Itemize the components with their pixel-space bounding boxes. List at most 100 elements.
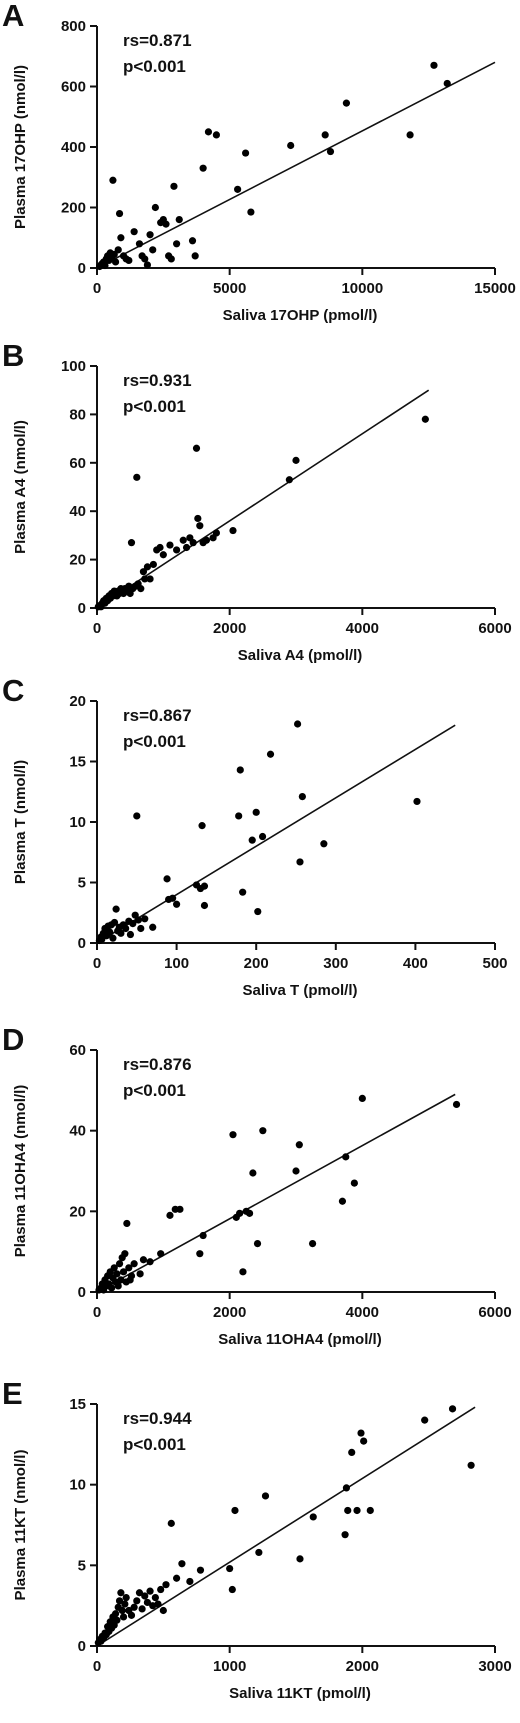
x-tick-label: 4000 (346, 1304, 379, 1321)
data-point (143, 563, 152, 571)
data-point (406, 131, 414, 139)
scatter-plot: 0 200 400 600 800 0 5000 10000 15000 Saliva 17OHP… (12, 18, 516, 324)
data-point (110, 1264, 118, 1272)
data-point (189, 539, 197, 547)
data-point (247, 208, 255, 216)
p-value-label: p<0.001 (123, 1435, 186, 1454)
y-tick-label: 0 (78, 1638, 86, 1655)
panel-c: C 0 5 10 15 20 0 100 200 300 400 500 Saliva T (pmol/… (0, 673, 520, 1005)
regression-line (96, 1093, 456, 1293)
data-point (448, 1405, 457, 1413)
x-axis-label: Saliva 11KT (pmol/l) (229, 1685, 371, 1702)
data-point (127, 1272, 136, 1280)
p-value-label: p<0.001 (123, 1081, 186, 1100)
data-point (167, 255, 175, 263)
data-point (309, 1513, 317, 1521)
data-point (109, 934, 117, 942)
y-tick-label: 0 (78, 935, 86, 952)
data-point (188, 237, 197, 245)
data-point (443, 79, 451, 88)
data-point (113, 1270, 121, 1278)
x-tick-label: 4000 (346, 620, 379, 637)
data-point (122, 924, 130, 933)
data-point (113, 1616, 121, 1624)
data-point (114, 246, 122, 254)
data-point (151, 1594, 159, 1602)
data-point (249, 1169, 257, 1177)
y-tick-label: 0 (78, 600, 86, 617)
y-tick-label: 10 (69, 1477, 86, 1494)
data-point (173, 240, 181, 248)
data-point (157, 1250, 165, 1258)
y-tick-label: 40 (69, 503, 86, 520)
y-tick-label: 20 (69, 693, 86, 710)
data-point (253, 1240, 262, 1248)
data-point (254, 907, 262, 916)
data-point (236, 766, 244, 774)
y-tick-label: 15 (69, 1396, 86, 1413)
data-point (344, 1506, 352, 1515)
y-tick-label: 10 (69, 814, 86, 831)
data-point (285, 476, 293, 484)
data-point (252, 808, 260, 816)
data-point (342, 1484, 351, 1492)
x-axis-label: Saliva 17OHP (pmol/l) (223, 307, 378, 324)
data-point (199, 1231, 207, 1240)
panel-letter: B (2, 338, 25, 373)
x-tick-label: 10000 (341, 280, 383, 297)
regression-line (96, 724, 456, 944)
correlation-label: rs=0.876 (123, 1055, 192, 1074)
data-point (173, 900, 181, 908)
data-point (228, 1585, 236, 1594)
data-point (117, 929, 125, 937)
data-point (141, 575, 149, 583)
data-point (138, 1605, 146, 1613)
x-tick-label: 6000 (478, 1304, 511, 1321)
data-point (296, 858, 304, 866)
data-point (117, 234, 125, 242)
p-value-label: p<0.001 (123, 732, 186, 751)
data-point (118, 1606, 126, 1615)
data-point (295, 1141, 303, 1149)
data-point (135, 1589, 144, 1597)
data-point (136, 1270, 144, 1278)
data-point (141, 915, 149, 923)
data-point (199, 164, 207, 172)
data-point (259, 1127, 267, 1135)
data-point (146, 1587, 154, 1595)
panel-b: B 0 20 40 60 80 100 0 2000 4000 6000 Saliva A4 (pmo… (0, 338, 520, 670)
x-tick-label: 6000 (478, 620, 511, 637)
regression-line (96, 389, 430, 609)
data-point (134, 916, 142, 924)
x-tick-label: 2000 (213, 620, 246, 637)
x-tick-label: 0 (93, 620, 101, 637)
data-point (248, 836, 256, 844)
x-tick-label: 1000 (213, 1658, 246, 1675)
data-point (166, 541, 174, 549)
data-point (176, 1205, 184, 1213)
data-point (156, 543, 164, 552)
y-tick-label: 20 (69, 1203, 86, 1220)
data-point (293, 720, 302, 728)
data-point (166, 1211, 174, 1219)
panel-a: A 0 200 400 600 800 0 5000 10000 15000 Saliva 17OH… (0, 0, 520, 330)
x-tick-label: 2000 (346, 1658, 379, 1675)
data-point (357, 1429, 365, 1437)
data-point (139, 1256, 148, 1264)
data-point (292, 1167, 300, 1175)
data-point (135, 240, 144, 248)
x-tick-label: 15000 (474, 280, 516, 297)
y-tick-label: 800 (61, 18, 86, 35)
data-point (196, 1566, 205, 1574)
x-tick-label: 2000 (213, 1304, 246, 1321)
data-point (196, 1250, 204, 1258)
data-point (202, 536, 211, 544)
data-point (170, 182, 178, 190)
y-tick-label: 60 (69, 455, 86, 472)
data-point (358, 1094, 366, 1102)
data-point (115, 209, 124, 218)
data-point (149, 923, 157, 931)
data-point (198, 822, 206, 830)
data-point (287, 141, 295, 150)
